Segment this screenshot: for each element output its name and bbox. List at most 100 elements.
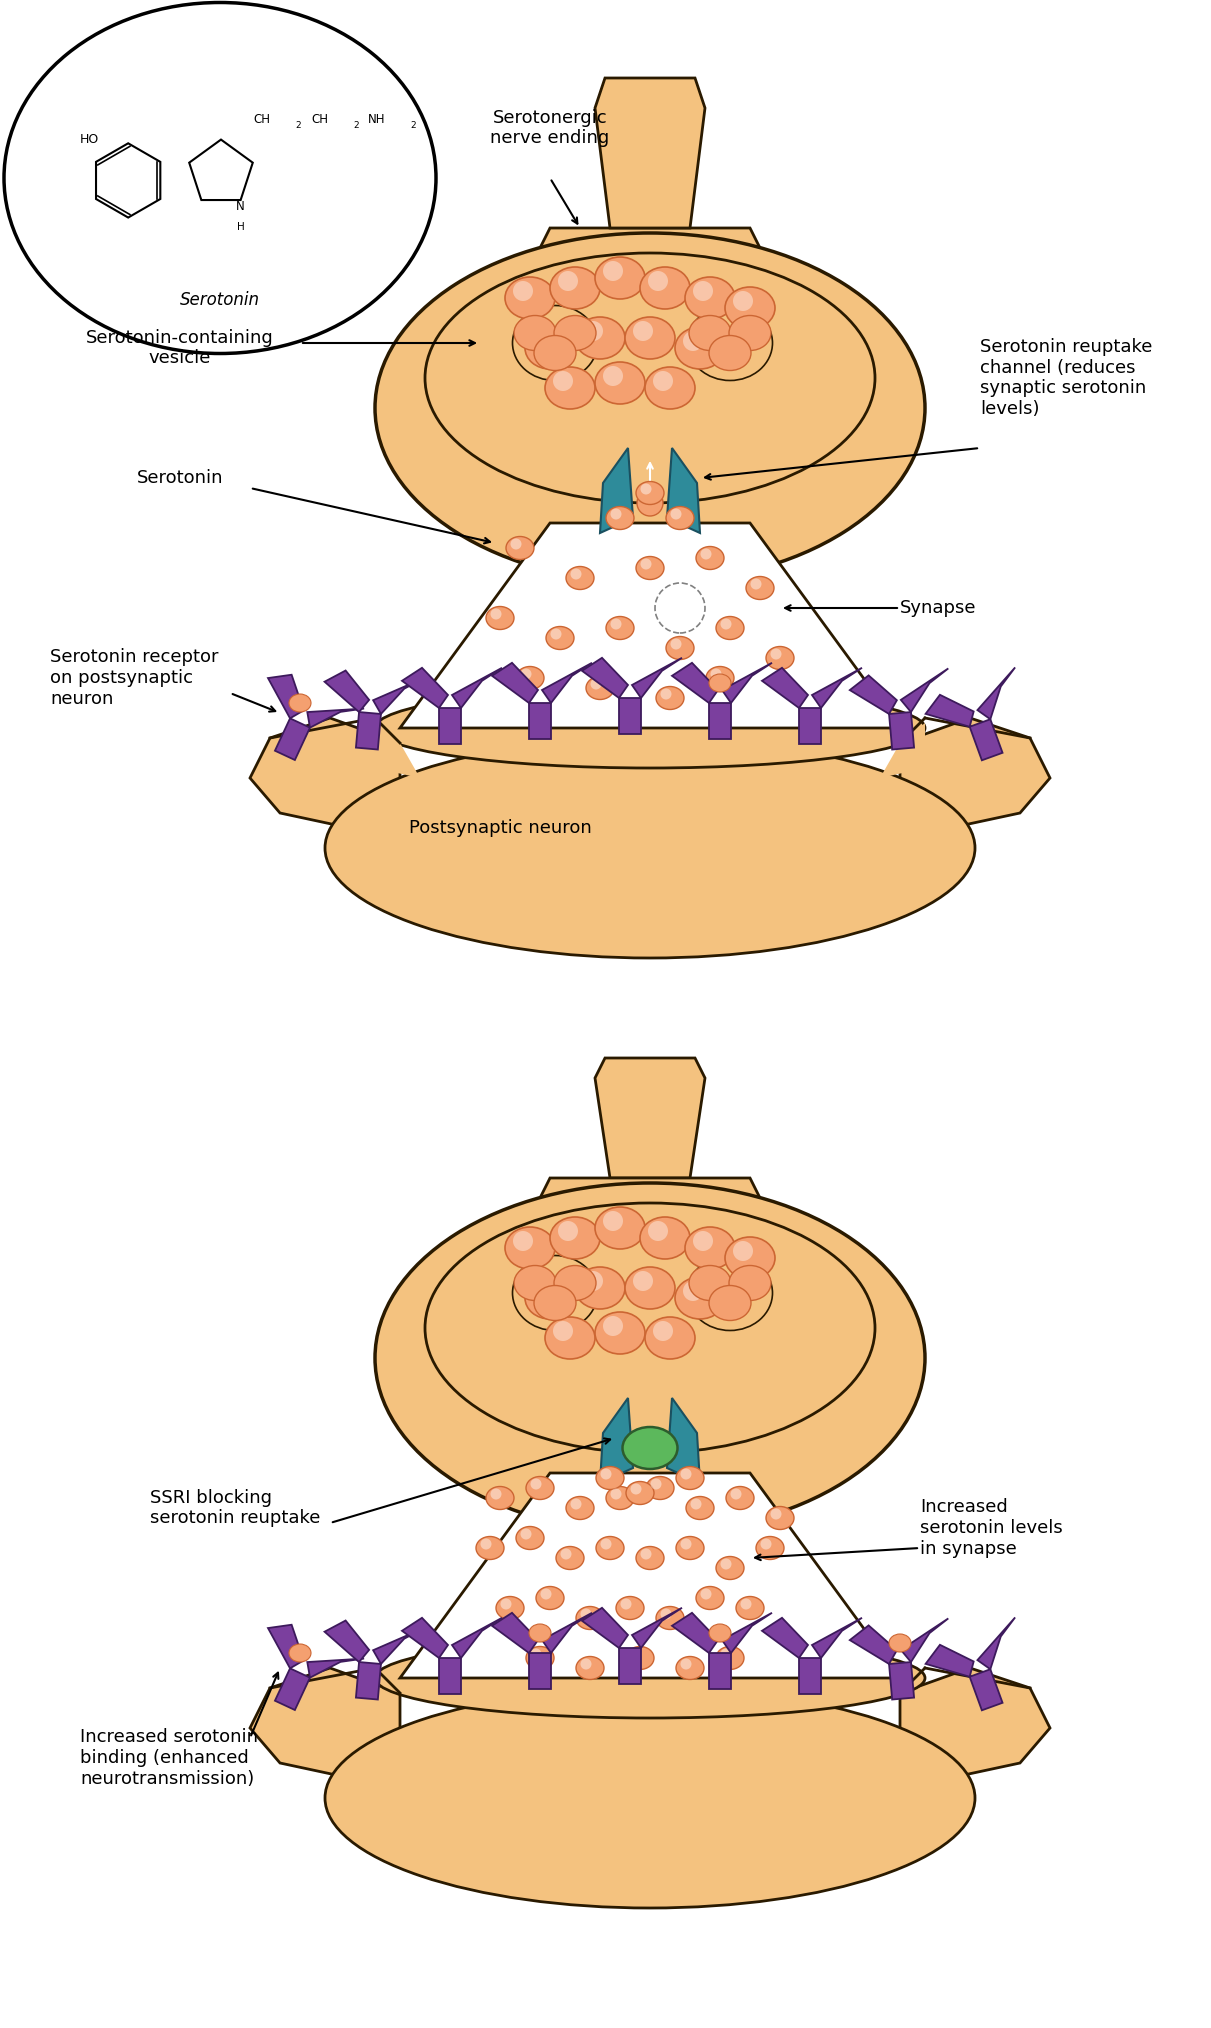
Ellipse shape (575, 316, 625, 359)
Polygon shape (400, 1472, 900, 1677)
Circle shape (513, 1231, 533, 1251)
Ellipse shape (716, 617, 744, 639)
Polygon shape (526, 1178, 775, 1377)
Ellipse shape (706, 667, 734, 690)
Polygon shape (722, 663, 771, 704)
Circle shape (533, 331, 553, 351)
Circle shape (540, 1588, 551, 1600)
Polygon shape (889, 1663, 914, 1699)
Circle shape (500, 1598, 511, 1610)
Circle shape (533, 1282, 553, 1302)
Ellipse shape (708, 1624, 731, 1643)
Circle shape (631, 1484, 642, 1495)
Text: Increased serotonin
binding (enhanced
neurotransmission): Increased serotonin binding (enhanced ne… (80, 1728, 258, 1789)
Ellipse shape (289, 694, 311, 712)
Circle shape (641, 558, 652, 570)
Polygon shape (402, 1618, 448, 1659)
Text: HO: HO (80, 134, 99, 146)
Polygon shape (925, 1645, 974, 1677)
Ellipse shape (526, 1476, 553, 1499)
Circle shape (681, 1659, 691, 1669)
Polygon shape (900, 1667, 1050, 1779)
Text: SSRI blocking
serotonin reuptake: SSRI blocking serotonin reuptake (150, 1489, 321, 1527)
Ellipse shape (486, 606, 513, 629)
Circle shape (603, 1211, 622, 1231)
Text: Increased
serotonin levels
in synapse: Increased serotonin levels in synapse (920, 1499, 1063, 1558)
Circle shape (721, 1558, 731, 1570)
Polygon shape (595, 1059, 705, 1178)
Circle shape (513, 282, 533, 300)
Polygon shape (373, 1628, 425, 1663)
Polygon shape (901, 1618, 948, 1663)
Polygon shape (619, 1649, 641, 1683)
Ellipse shape (576, 1606, 604, 1631)
Circle shape (610, 1489, 621, 1499)
Circle shape (580, 1608, 591, 1620)
Ellipse shape (513, 316, 556, 351)
Circle shape (610, 619, 621, 629)
Polygon shape (543, 1612, 592, 1653)
Polygon shape (529, 1653, 551, 1689)
Text: Serotonin reuptake
channel (reduces
synaptic serotonin
levels): Serotonin reuptake channel (reduces syna… (980, 339, 1153, 418)
Circle shape (570, 1499, 581, 1509)
Circle shape (603, 1316, 622, 1336)
Ellipse shape (425, 254, 876, 503)
Ellipse shape (696, 1586, 724, 1610)
Ellipse shape (556, 1547, 584, 1570)
Circle shape (553, 371, 573, 391)
Ellipse shape (516, 1527, 544, 1549)
Polygon shape (970, 720, 1003, 760)
Ellipse shape (534, 335, 576, 371)
Circle shape (601, 1468, 612, 1480)
Circle shape (580, 1659, 591, 1669)
Circle shape (601, 1539, 612, 1549)
Ellipse shape (545, 367, 595, 410)
Ellipse shape (606, 617, 635, 639)
Ellipse shape (656, 687, 684, 710)
Ellipse shape (746, 576, 774, 600)
Ellipse shape (626, 1482, 654, 1505)
Ellipse shape (636, 556, 664, 580)
Text: 2: 2 (411, 122, 415, 130)
Text: Serotonin receptor
on postsynaptic
neuron: Serotonin receptor on postsynaptic neuro… (50, 649, 218, 708)
Polygon shape (440, 1659, 461, 1693)
Ellipse shape (526, 327, 575, 369)
Ellipse shape (425, 1203, 876, 1452)
Polygon shape (452, 1618, 503, 1659)
Ellipse shape (639, 268, 690, 308)
Circle shape (558, 272, 578, 290)
Ellipse shape (536, 1586, 564, 1610)
Polygon shape (708, 704, 731, 738)
Ellipse shape (325, 1687, 975, 1908)
Ellipse shape (289, 1645, 311, 1663)
Circle shape (490, 1489, 501, 1499)
Ellipse shape (656, 1606, 684, 1631)
Circle shape (633, 320, 653, 341)
Circle shape (641, 483, 652, 495)
Ellipse shape (639, 1217, 690, 1259)
Ellipse shape (708, 673, 731, 692)
Polygon shape (275, 718, 310, 760)
Circle shape (700, 548, 712, 560)
Ellipse shape (767, 1507, 794, 1529)
Polygon shape (402, 667, 448, 708)
Ellipse shape (889, 1635, 911, 1653)
Ellipse shape (526, 1647, 553, 1669)
Ellipse shape (553, 316, 596, 351)
Polygon shape (400, 523, 900, 728)
Ellipse shape (576, 1657, 604, 1679)
Circle shape (610, 509, 621, 519)
Ellipse shape (596, 1466, 624, 1489)
Ellipse shape (545, 1316, 595, 1359)
Ellipse shape (685, 278, 735, 318)
Ellipse shape (666, 507, 694, 529)
Circle shape (603, 262, 622, 282)
Circle shape (740, 1598, 752, 1610)
Ellipse shape (595, 363, 645, 404)
Polygon shape (325, 671, 369, 712)
Ellipse shape (676, 1466, 704, 1489)
Circle shape (530, 1649, 541, 1659)
Ellipse shape (595, 1207, 645, 1249)
Ellipse shape (550, 268, 599, 308)
Circle shape (683, 1282, 704, 1302)
